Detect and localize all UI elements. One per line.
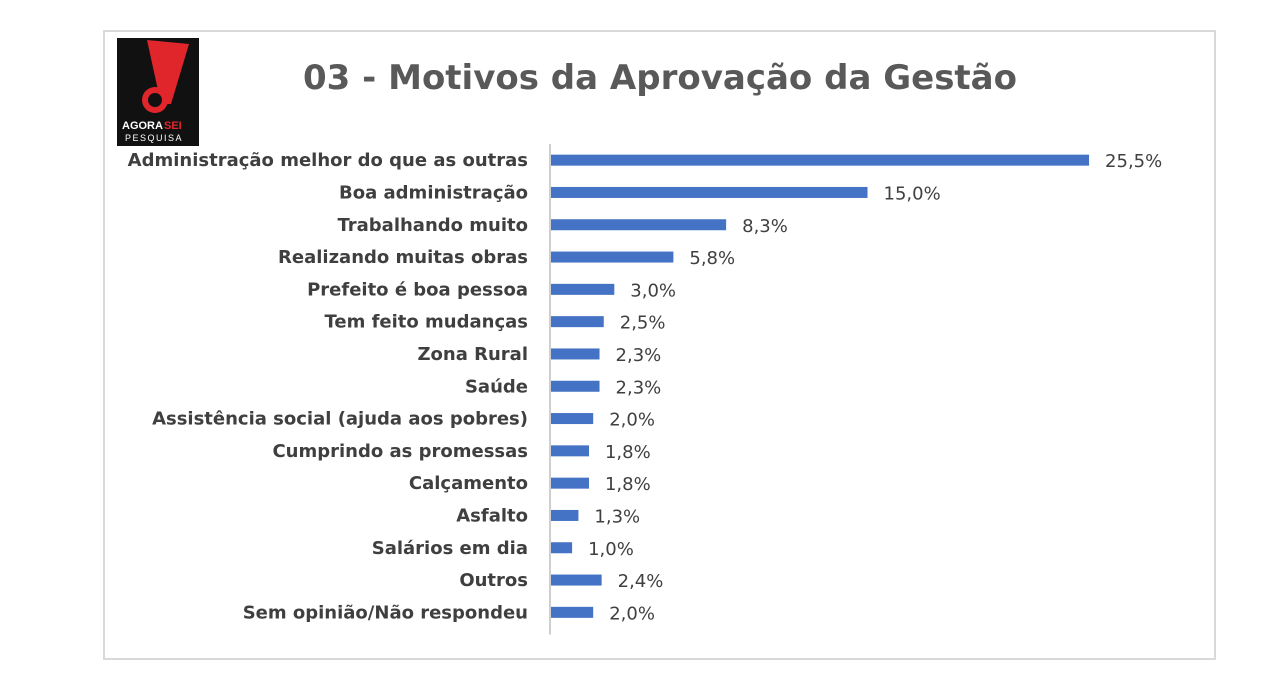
svg-text:SEI: SEI [164, 120, 182, 132]
category-label: Sem opinião/Não respondeu [243, 602, 528, 623]
value-label: 15,0% [884, 183, 941, 204]
value-label: 2,3% [616, 345, 662, 366]
category-label: Calçamento [409, 473, 528, 494]
bar [551, 477, 589, 489]
bar [551, 186, 868, 198]
category-label: Cumprindo as promessas [272, 441, 528, 462]
category-label: Assistência social (ajuda aos pobres) [152, 409, 528, 430]
bar [551, 606, 594, 618]
category-label: Salários em dia [372, 538, 528, 559]
svg-text:AGORA: AGORA [122, 120, 163, 132]
chart-frame [103, 30, 1216, 660]
category-label: Tem feito mudanças [324, 312, 528, 333]
category-label: Outros [459, 570, 528, 591]
svg-text:PESQUISA: PESQUISA [125, 133, 183, 143]
value-label: 2,4% [618, 571, 664, 592]
chart-title: 03 - Motivos da Aprovação da Gestão [303, 58, 1017, 98]
bar [551, 348, 600, 360]
value-label: 3,0% [630, 280, 676, 301]
category-label: Trabalhando muito [337, 215, 528, 236]
value-label: 1,3% [594, 506, 640, 527]
bar [551, 283, 615, 295]
bar [551, 445, 589, 457]
value-label: 2,0% [609, 410, 655, 431]
bar [551, 154, 1090, 166]
value-label: 25,5% [1105, 151, 1162, 172]
category-label: Prefeito é boa pessoa [307, 279, 528, 300]
value-label: 5,8% [689, 248, 735, 269]
value-label: 1,8% [605, 474, 651, 495]
category-label: Zona Rural [417, 344, 528, 365]
value-label: 2,0% [609, 603, 655, 624]
bars-group: Administração melhor do que as outras 25,… [128, 150, 1163, 624]
value-label: 1,0% [588, 539, 634, 560]
value-label: 2,5% [620, 313, 666, 334]
category-label: Saúde [465, 376, 528, 397]
bar [551, 251, 674, 263]
category-label: Realizando muitas obras [278, 247, 528, 268]
agora-sei-logo: AGORA SEI PESQUISA [117, 38, 199, 146]
value-label: 8,3% [742, 216, 788, 237]
bar [551, 413, 594, 425]
bar [551, 574, 602, 586]
category-label: Boa administração [339, 182, 528, 203]
bar [551, 509, 579, 521]
bar [551, 380, 600, 392]
category-label: Asfalto [456, 505, 528, 526]
bar [551, 219, 727, 231]
bar [551, 316, 604, 328]
category-label: Administração melhor do que as outras [128, 150, 528, 171]
bar [551, 542, 573, 554]
value-label: 1,8% [605, 442, 651, 463]
value-label: 2,3% [616, 377, 662, 398]
